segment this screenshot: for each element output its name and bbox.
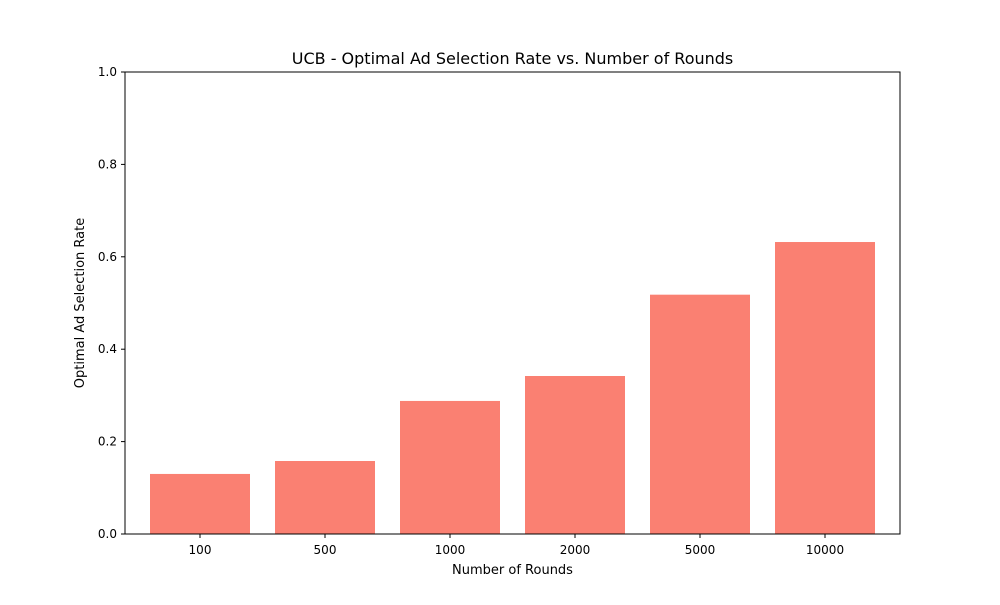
bar-1000 — [400, 400, 500, 534]
bar-100 — [150, 473, 250, 534]
y-axis-label: Optimal Ad Selection Rate — [73, 218, 88, 388]
bar-10000 — [775, 242, 875, 534]
plot-frame — [124, 71, 901, 535]
x-tick-label: 1000 — [435, 543, 466, 557]
bar-500 — [275, 461, 375, 534]
x-tick-label: 10000 — [806, 543, 844, 557]
chart-title: UCB - Optimal Ad Selection Rate vs. Numb… — [292, 49, 734, 68]
y-axis: 0.0 0.2 0.4 0.6 0.8 1.0 — [98, 65, 125, 541]
x-tick-label: 500 — [314, 543, 337, 557]
x-axis: 100 500 1000 2000 5000 10000 — [189, 534, 844, 557]
y-tick-label: 0.0 — [98, 527, 117, 541]
x-tick-label: 2000 — [560, 543, 591, 557]
y-tick-label: 0.4 — [98, 342, 117, 356]
bars — [150, 242, 875, 534]
bar-5000 — [650, 294, 750, 534]
bar-2000 — [525, 376, 625, 534]
y-tick-label: 1.0 — [98, 65, 117, 79]
x-tick-label: 5000 — [685, 543, 716, 557]
x-axis-label: Number of Rounds — [452, 563, 573, 578]
x-tick-label: 100 — [189, 543, 212, 557]
y-tick-label: 0.8 — [98, 157, 117, 171]
y-tick-label: 0.6 — [98, 250, 117, 264]
y-tick-label: 0.2 — [98, 435, 117, 449]
